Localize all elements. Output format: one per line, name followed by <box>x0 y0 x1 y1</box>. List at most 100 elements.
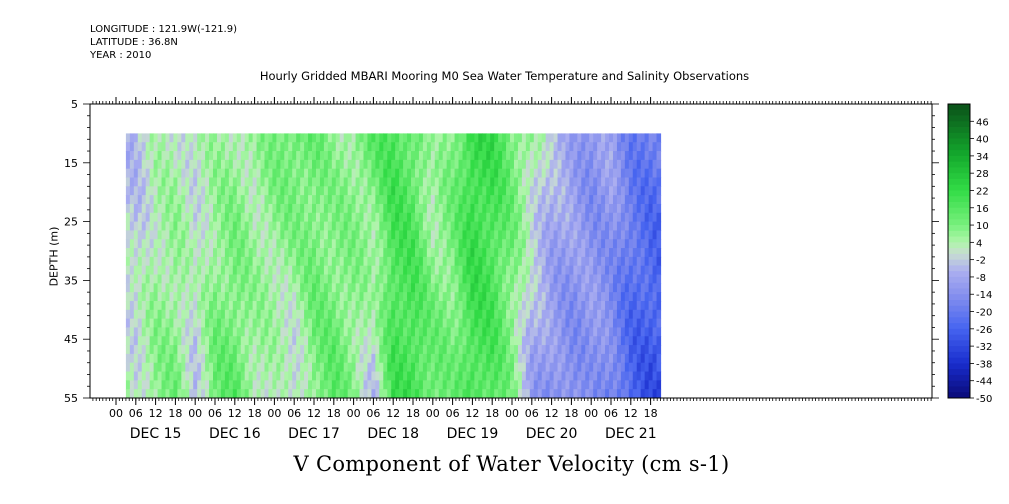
heatmap-cell <box>133 274 139 284</box>
heatmap-cell <box>454 362 460 373</box>
heatmap-cell <box>577 336 582 346</box>
heatmap-cell <box>189 230 194 240</box>
heatmap-cell <box>545 283 551 293</box>
heatmap-cell <box>209 248 214 258</box>
heatmap-cell <box>347 318 353 329</box>
heatmap-cell <box>347 327 353 337</box>
heatmap-cell <box>494 265 499 276</box>
heatmap-cell <box>585 292 590 302</box>
heatmap-cell <box>466 300 472 311</box>
heatmap-cell <box>470 345 475 355</box>
heatmap-cell <box>216 327 222 337</box>
heatmap-cell <box>624 203 630 214</box>
heatmap-cell <box>197 151 202 161</box>
heatmap-cell <box>193 318 198 329</box>
heatmap-cell <box>220 345 226 355</box>
heatmap-cell <box>601 274 606 284</box>
heatmap-cell <box>529 380 535 390</box>
heatmap-cell <box>125 389 131 398</box>
heatmap-cell <box>549 168 555 179</box>
heatmap-cell <box>395 133 400 143</box>
heatmap-cell <box>209 203 214 214</box>
heatmap-cell <box>371 345 376 355</box>
heatmap-cell <box>648 327 654 337</box>
heatmap-cell <box>387 389 392 398</box>
heatmap-cell <box>450 345 456 355</box>
heatmap-cell <box>300 256 305 267</box>
heatmap-cell <box>125 327 131 337</box>
heatmap-cell <box>288 292 293 302</box>
heatmap-cell <box>557 362 563 373</box>
heatmap-cell <box>125 283 131 293</box>
heatmap-cell <box>565 221 571 232</box>
heatmap-cell <box>201 168 206 179</box>
heatmap-cell <box>177 265 182 276</box>
heatmap-cell <box>652 309 658 320</box>
heatmap-cell <box>387 345 392 355</box>
heatmap-cell <box>458 265 464 276</box>
heatmap-cell <box>454 274 460 284</box>
heatmap-cell <box>296 256 301 267</box>
heatmap-cell <box>506 371 511 381</box>
heatmap-cell <box>264 380 270 390</box>
heatmap-cell <box>506 177 511 187</box>
heatmap-cell <box>506 248 511 258</box>
heatmap-cell <box>220 380 226 390</box>
heatmap-cell <box>264 203 270 214</box>
heatmap-cell <box>541 212 547 223</box>
heatmap-cell <box>292 318 297 329</box>
heatmap-cell <box>220 221 226 232</box>
heatmap-cell <box>383 133 388 143</box>
heatmap-cell <box>490 256 495 267</box>
heatmap-cell <box>125 230 131 240</box>
heatmap-cell <box>403 212 408 223</box>
heatmap-cell <box>557 133 563 143</box>
heatmap-cell <box>220 292 226 302</box>
heatmap-cell <box>197 353 202 364</box>
heatmap-cell <box>458 300 464 311</box>
heatmap-cell <box>494 300 499 311</box>
heatmap-cell <box>351 248 357 258</box>
heatmap-cell <box>513 274 519 284</box>
heatmap-cell <box>323 300 329 311</box>
heatmap-cell <box>422 274 428 284</box>
heatmap-cell <box>335 195 341 205</box>
heatmap-cell <box>391 221 396 232</box>
heatmap-cell <box>474 389 479 398</box>
heatmap-cell <box>252 203 258 214</box>
heatmap-cell <box>323 248 329 258</box>
heatmap-cell <box>133 389 139 398</box>
heatmap-cell <box>157 230 163 240</box>
heatmap-cell <box>189 389 194 398</box>
heatmap-cell <box>601 371 606 381</box>
heatmap-cell <box>656 345 662 355</box>
heatmap-cell <box>304 195 309 205</box>
heatmap-cell <box>438 353 444 364</box>
heatmap-cell <box>597 168 602 179</box>
heatmap-cell <box>228 283 234 293</box>
heatmap-cell <box>537 195 543 205</box>
heatmap-cell <box>383 221 388 232</box>
heatmap-cell <box>387 318 392 329</box>
heatmap-cell <box>569 203 574 214</box>
colorbar-swatch <box>948 265 970 272</box>
heatmap-cell <box>185 177 190 187</box>
heatmap-cell <box>561 142 567 152</box>
heatmap-cell <box>628 318 634 329</box>
heatmap-cell <box>220 300 226 311</box>
heatmap-cell <box>537 230 543 240</box>
heatmap-cell <box>482 353 487 364</box>
heatmap-cell <box>149 362 155 373</box>
heatmap-cell <box>450 265 456 276</box>
heatmap-cell <box>145 230 151 240</box>
heatmap-cell <box>466 292 472 302</box>
heatmap-cell <box>557 345 563 355</box>
heatmap-cell <box>312 380 317 390</box>
heatmap-cell <box>220 133 226 143</box>
heatmap-cell <box>414 186 420 196</box>
heatmap-cell <box>153 389 159 398</box>
heatmap-cell <box>470 318 475 329</box>
heatmap-cell <box>573 133 578 143</box>
heatmap-cell <box>565 239 571 249</box>
heatmap-cell <box>545 151 551 161</box>
